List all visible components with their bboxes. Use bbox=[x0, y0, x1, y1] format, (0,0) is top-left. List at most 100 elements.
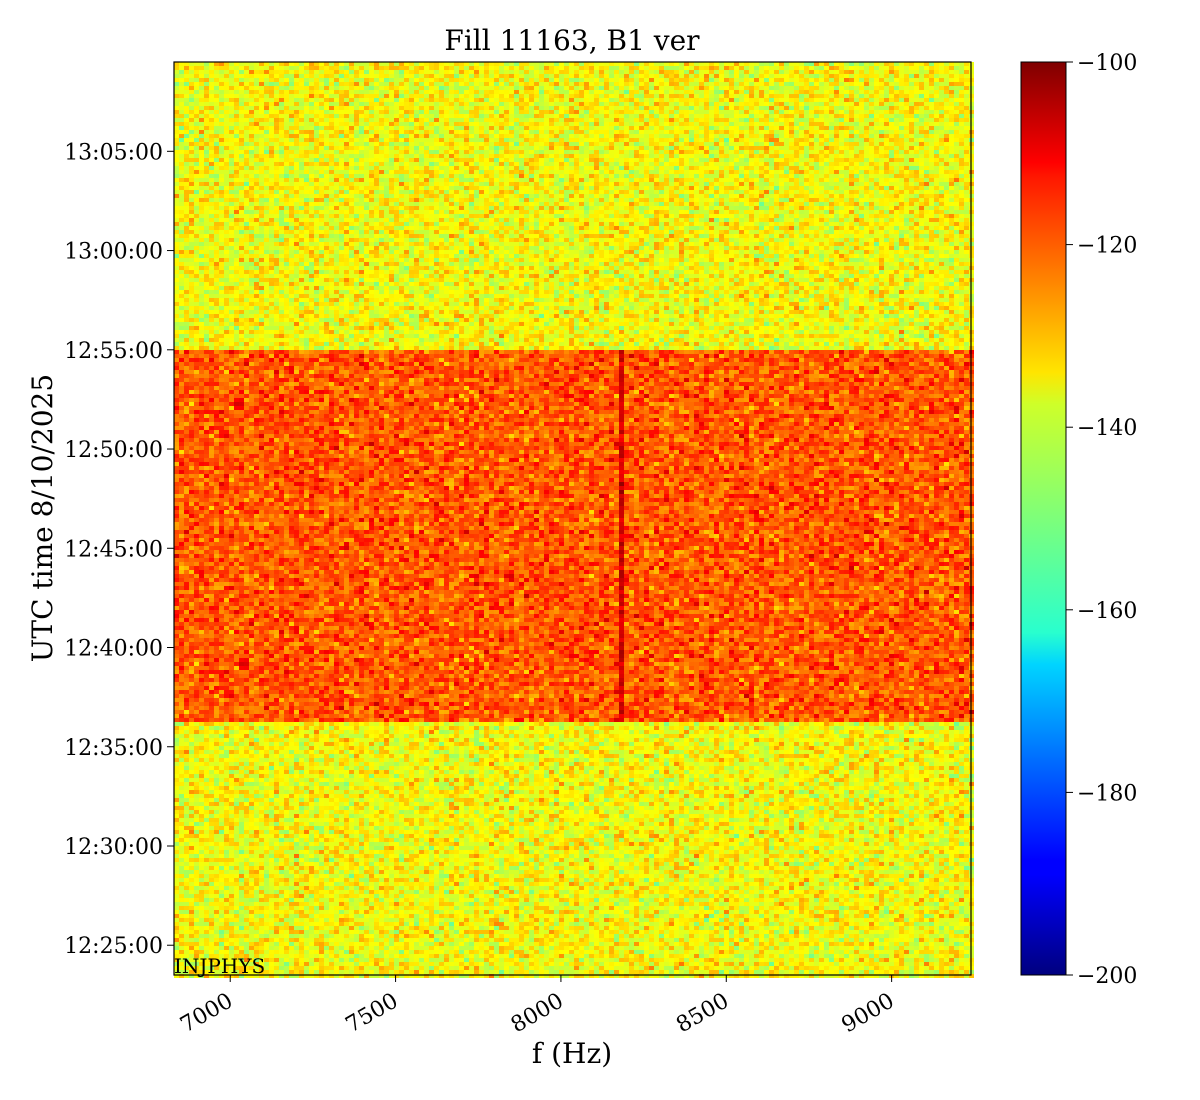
heatmap-cell bbox=[214, 86, 219, 90]
heatmap-cell bbox=[509, 134, 514, 138]
heatmap-cell bbox=[719, 70, 724, 74]
heatmap-cell bbox=[824, 134, 829, 138]
heatmap-cell bbox=[634, 82, 639, 86]
heatmap-cell bbox=[719, 86, 724, 90]
heatmap-cell bbox=[254, 70, 259, 74]
heatmap-cell bbox=[284, 70, 289, 74]
heatmap-cell bbox=[744, 86, 749, 90]
heatmap-cell bbox=[769, 102, 774, 106]
heatmap-cell bbox=[854, 114, 859, 118]
heatmap-cell bbox=[859, 150, 864, 154]
heatmap-cell bbox=[759, 138, 764, 142]
heatmap-cell bbox=[544, 102, 549, 106]
heatmap-cell bbox=[919, 66, 924, 70]
heatmap-cell bbox=[309, 82, 314, 86]
heatmap-cell bbox=[569, 86, 574, 90]
heatmap-cell bbox=[664, 82, 669, 86]
heatmap-cell bbox=[309, 150, 314, 154]
heatmap-cell bbox=[289, 78, 294, 82]
heatmap-cell bbox=[379, 98, 384, 102]
heatmap-cell bbox=[814, 122, 819, 126]
heatmap-cell bbox=[864, 82, 869, 86]
heatmap-cell bbox=[199, 110, 204, 114]
heatmap-cell bbox=[754, 134, 759, 138]
heatmap-cell bbox=[254, 134, 259, 138]
heatmap-cell bbox=[269, 66, 274, 70]
heatmap-cell bbox=[574, 90, 579, 94]
heatmap-cell bbox=[964, 82, 969, 86]
heatmap-cell bbox=[424, 86, 429, 90]
heatmap-cell bbox=[809, 66, 814, 70]
heatmap-cell bbox=[514, 114, 519, 118]
heatmap-cell bbox=[429, 142, 434, 146]
heatmap-cell bbox=[779, 70, 784, 74]
heatmap-cell bbox=[954, 154, 959, 158]
heatmap-cell bbox=[389, 98, 394, 102]
heatmap-cell bbox=[504, 130, 509, 134]
heatmap-cell bbox=[779, 138, 784, 142]
heatmap-cell bbox=[854, 98, 859, 102]
heatmap-cell bbox=[849, 78, 854, 82]
heatmap-cell bbox=[804, 150, 809, 154]
heatmap-cell bbox=[939, 94, 944, 98]
heatmap-cell bbox=[604, 90, 609, 94]
heatmap-cell bbox=[474, 134, 479, 138]
heatmap-cell bbox=[479, 118, 484, 122]
heatmap-cell bbox=[809, 118, 814, 122]
heatmap-cell bbox=[454, 130, 459, 134]
heatmap-cell bbox=[569, 78, 574, 82]
heatmap-cell bbox=[414, 102, 419, 106]
heatmap-cell bbox=[779, 122, 784, 126]
heatmap-cell bbox=[544, 66, 549, 70]
heatmap-cell bbox=[699, 102, 704, 106]
heatmap-cell bbox=[174, 106, 179, 110]
heatmap-cell bbox=[819, 90, 824, 94]
heatmap-cell bbox=[939, 122, 944, 126]
heatmap-cell bbox=[594, 134, 599, 138]
heatmap-cell bbox=[719, 154, 724, 158]
heatmap-cell bbox=[344, 110, 349, 114]
heatmap-cell bbox=[259, 106, 264, 110]
heatmap-cell bbox=[944, 138, 949, 142]
heatmap-cell bbox=[844, 154, 849, 158]
heatmap-cell bbox=[874, 94, 879, 98]
heatmap-cell bbox=[654, 158, 659, 162]
heatmap-cell bbox=[689, 134, 694, 138]
heatmap-cell bbox=[389, 86, 394, 90]
heatmap-cell bbox=[539, 154, 544, 158]
heatmap-cell bbox=[519, 82, 524, 86]
heatmap-cell bbox=[589, 102, 594, 106]
heatmap-cell bbox=[509, 70, 514, 74]
heatmap-cell bbox=[779, 114, 784, 118]
heatmap-cell bbox=[944, 122, 949, 126]
heatmap-cell bbox=[919, 158, 924, 162]
heatmap-cell bbox=[279, 106, 284, 110]
heatmap-cell bbox=[779, 98, 784, 102]
heatmap-cell bbox=[759, 106, 764, 110]
heatmap-cell bbox=[779, 106, 784, 110]
heatmap-cell bbox=[904, 74, 909, 78]
heatmap-cell bbox=[919, 110, 924, 114]
heatmap-cell bbox=[779, 66, 784, 70]
heatmap-cell bbox=[694, 134, 699, 138]
heatmap-cell bbox=[604, 74, 609, 78]
heatmap-cell bbox=[439, 146, 444, 150]
heatmap-cell bbox=[909, 74, 914, 78]
heatmap-cell bbox=[669, 98, 674, 102]
heatmap-cell bbox=[479, 122, 484, 126]
heatmap-cell bbox=[584, 138, 589, 142]
heatmap-cell bbox=[339, 130, 344, 134]
heatmap-cell bbox=[824, 82, 829, 86]
heatmap-cell bbox=[719, 82, 724, 86]
heatmap-cell bbox=[609, 98, 614, 102]
heatmap-cell bbox=[339, 78, 344, 82]
heatmap-cell bbox=[344, 150, 349, 154]
heatmap-cell bbox=[699, 82, 704, 86]
heatmap-cell bbox=[849, 82, 854, 86]
heatmap-cell bbox=[819, 138, 824, 142]
heatmap-cell bbox=[484, 118, 489, 122]
heatmap-cell bbox=[179, 138, 184, 142]
heatmap-cell bbox=[334, 118, 339, 122]
heatmap-cell bbox=[309, 110, 314, 114]
heatmap-cell bbox=[804, 70, 809, 74]
